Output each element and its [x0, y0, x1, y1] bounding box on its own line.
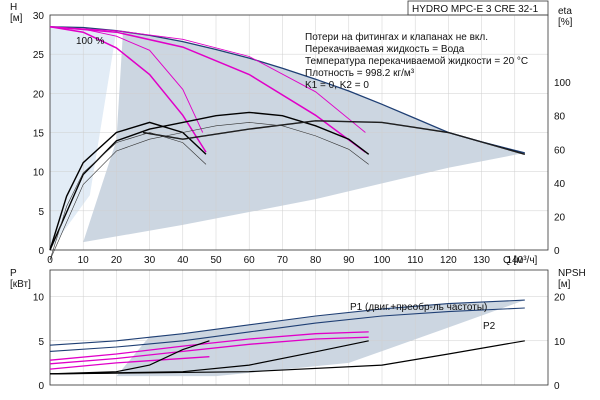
note-line: Перекачиваемая жидкость = Вода — [305, 44, 465, 55]
top-y-axis-label: H [м] — [10, 2, 23, 24]
top-x-tick-label: 40 — [177, 255, 189, 266]
top-chart: H [м] eta [%] HYDRO MPC-E 3 CRE 32-1 0 10… — [10, 0, 575, 266]
top-y-tick-label: 30 — [33, 11, 45, 22]
bottom-y2-axis-label-line-2: [м] — [558, 279, 571, 290]
bottom-y-axis-label: P [кВт] — [10, 268, 31, 290]
top-y-tick-label: 0 — [38, 246, 44, 257]
top-y2-tick-label: 0 — [554, 246, 560, 257]
top-x-axis-label: Q [м³/ч] — [503, 255, 538, 266]
curve-npsh-3 — [49, 340, 525, 375]
top-x-tick-label: 100 — [374, 255, 391, 266]
speed-annotation-100: 100 % — [76, 36, 104, 47]
top-x-tick-label: 120 — [440, 255, 457, 266]
top-x-tick-label: 80 — [310, 255, 322, 266]
top-y2-tick-label: 60 — [554, 145, 566, 156]
top-x-tick-label: 140 — [506, 255, 523, 266]
top-y2-tick-label: 80 — [554, 112, 566, 123]
bottom-y2-tick-label: 20 — [554, 293, 566, 304]
top-x-tick-label: 10 — [78, 255, 90, 266]
curve-pump-2-upper — [49, 26, 366, 133]
top-x-tick-label: 90 — [343, 255, 355, 266]
top-x-tick-label: 110 — [407, 255, 423, 266]
top-frame — [49, 14, 549, 251]
bottom-y2-axis-label: NPSH [м] — [558, 268, 589, 290]
top-y2-axis-label-line-2: [%] — [558, 17, 573, 28]
top-x-tick-label: 130 — [473, 255, 490, 266]
top-y-axis-label-line-2: [м] — [10, 13, 23, 24]
bottom-y2-axis-label-line-1: NPSH — [558, 268, 586, 279]
top-plot-area: 0 10 20 30 40 50 60 70 80 90 100 110 120 130 140 0 5 10 15… — [33, 11, 571, 266]
top-x-tick-label: 70 — [277, 255, 289, 266]
bottom-y-axis-label-line-2: [кВт] — [10, 279, 31, 290]
bottom-y-axis-label-line-1: P — [10, 268, 17, 279]
top-x-tick-label: 60 — [244, 255, 256, 266]
bottom-y2-tick-label: 10 — [554, 337, 566, 348]
legend-p1: P1 (двиг.+преобр-ль частоты) — [350, 301, 487, 313]
note-line: K1 = 0, K2 = 0 — [305, 80, 369, 91]
bottom-y2-tick-label: 0 — [554, 381, 560, 392]
curve-p2 — [49, 307, 525, 352]
bottom-y-tick-label: 5 — [38, 337, 44, 348]
curve-p-pink-1 — [49, 331, 369, 361]
top-y-tick-label: 15 — [33, 129, 45, 140]
top-y-tick-label: 10 — [33, 168, 45, 179]
top-y2-tick-label: 100 — [554, 78, 571, 89]
curve-eta-2 — [49, 111, 370, 251]
note-line: Температура перекачиваемой жидкости = 20… — [305, 56, 528, 67]
top-x-tick-label: 20 — [111, 255, 123, 266]
curve-eta-3-thin — [142, 120, 525, 155]
operating-band — [83, 30, 525, 243]
curve-p-pink-2 — [49, 336, 369, 365]
curve-p-pink-3 — [49, 356, 210, 370]
top-y-axis-label-line-1: H — [10, 2, 17, 13]
top-y2-axis-label: eta [%] — [558, 6, 575, 28]
bottom-band — [116, 300, 525, 377]
bottom-y-tick-label: 10 — [33, 293, 45, 304]
top-y2-axis-label-line-1: eta — [558, 6, 572, 17]
bottom-plot-area: 0 5 10 0 10 20 — [33, 269, 566, 392]
notes-block: Потери на фитингах и клапанах не вкл.Пер… — [305, 31, 528, 91]
curve-npsh-1 — [49, 340, 210, 375]
top-y2-tick-label: 40 — [554, 179, 566, 190]
top-y-tick-label: 25 — [33, 50, 45, 61]
top-y2-tick-label: 20 — [554, 212, 566, 223]
chart-title: HYDRO MPC-E 3 CRE 32-1 — [412, 4, 539, 15]
curve-eta-2-thin — [49, 122, 369, 261]
curve-eta-1-thin — [49, 132, 207, 261]
bottom-frame — [49, 269, 549, 386]
top-x-tick-label: 50 — [210, 255, 222, 266]
top-y-tick-label: 5 — [38, 207, 44, 218]
note-line: Плотность = 998.2 кг/м³ — [305, 68, 415, 79]
bottom-chart: P [кВт] NPSH [м] 0 5 10 0 10 20 P1 (двиг.+пре… — [10, 268, 589, 392]
top-x-tick-label: 30 — [144, 255, 156, 266]
top-x-tick-label: 0 — [47, 255, 53, 266]
bottom-y-tick-label: 0 — [38, 381, 44, 392]
note-line: Потери на фитингах и клапанах не вкл. — [305, 31, 488, 43]
legend-p2: P2 — [483, 321, 496, 332]
top-y-tick-label: 20 — [33, 89, 45, 100]
curve-p1 — [49, 299, 525, 346]
